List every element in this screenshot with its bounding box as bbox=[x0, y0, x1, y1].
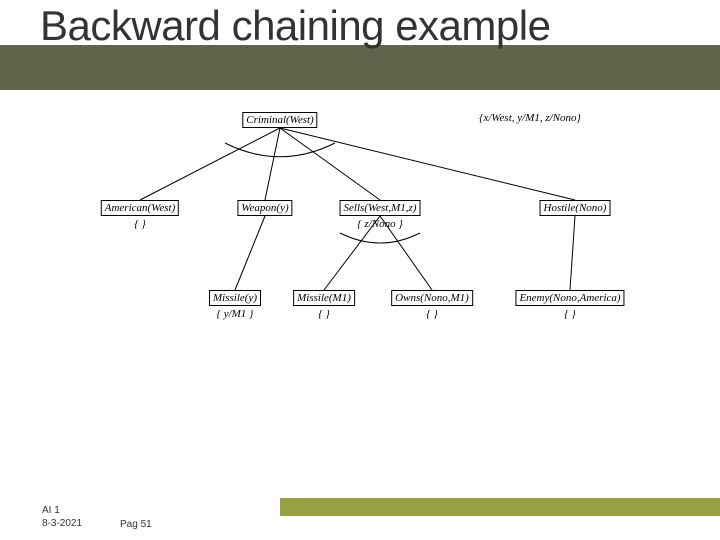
title-region: Backward chaining example bbox=[0, 0, 720, 90]
binding-my: { y/M1 } bbox=[217, 308, 254, 320]
footer-meta: AI 1 8-3-2021 bbox=[42, 505, 82, 530]
binding-own: { } bbox=[426, 308, 438, 320]
node-host: Hostile(Nono) bbox=[540, 200, 611, 216]
footer-page: Pag 51 bbox=[120, 519, 152, 530]
tree-diagram: Criminal(West) American(West) Weapon(y) Sel… bbox=[0, 90, 720, 450]
node-enm: Enemy(Nono,America) bbox=[515, 290, 624, 306]
title-band bbox=[0, 45, 720, 90]
binding-root: {x/West, y/M1, z/Nono} bbox=[479, 112, 581, 124]
node-own: Owns(Nono,M1) bbox=[391, 290, 473, 306]
node-root: Criminal(West) bbox=[242, 112, 317, 128]
diagram-edges bbox=[0, 90, 720, 450]
binding-sell: { z/Nono } bbox=[357, 218, 402, 230]
footer-region: AI 1 8-3-2021 Pag 51 bbox=[0, 490, 720, 540]
footer-band bbox=[280, 498, 720, 516]
binding-enm: { } bbox=[564, 308, 576, 320]
node-my: Missile(y) bbox=[209, 290, 261, 306]
node-amw: American(West) bbox=[101, 200, 179, 216]
footer-course: AI 1 bbox=[42, 505, 60, 516]
binding-amw: { } bbox=[134, 218, 146, 230]
page-title: Backward chaining example bbox=[40, 2, 550, 50]
binding-mm1: { } bbox=[318, 308, 330, 320]
node-sell: Sells(West,M1,z) bbox=[340, 200, 421, 216]
node-mm1: Missile(M1) bbox=[293, 290, 355, 306]
node-wy: Weapon(y) bbox=[237, 200, 292, 216]
footer-date: 8-3-2021 bbox=[42, 518, 82, 529]
